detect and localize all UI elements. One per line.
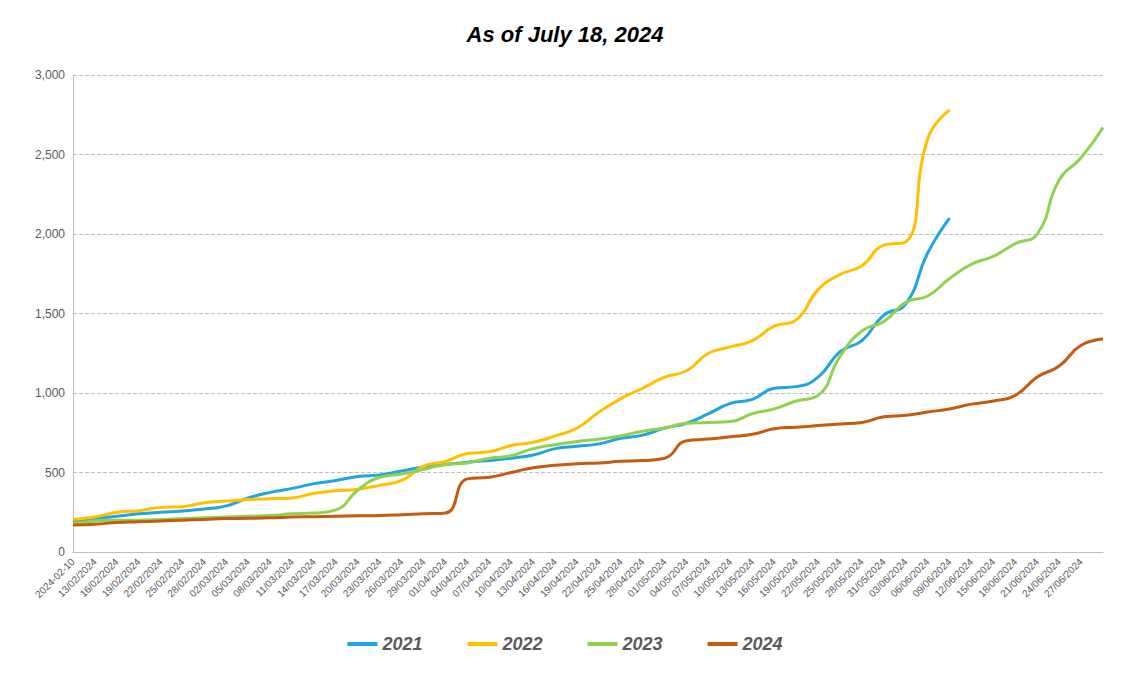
svg-text:08/03/2024: 08/03/2024 <box>231 556 275 600</box>
svg-text:19/04/2024: 19/04/2024 <box>537 556 581 600</box>
svg-text:12/06/2024: 12/06/2024 <box>932 556 976 600</box>
svg-text:01/04/2024: 01/04/2024 <box>406 556 450 600</box>
svg-text:2024: 2024 <box>742 634 783 654</box>
svg-text:02/03/2024: 02/03/2024 <box>187 556 231 600</box>
svg-text:2023: 2023 <box>622 634 663 654</box>
svg-text:09/06/2024: 09/06/2024 <box>910 556 954 600</box>
svg-text:2,500: 2,500 <box>35 148 65 162</box>
svg-text:31/05/2024: 31/05/2024 <box>844 556 888 600</box>
svg-text:04/05/2024: 04/05/2024 <box>647 556 691 600</box>
svg-text:25/05/2024: 25/05/2024 <box>800 556 844 600</box>
svg-text:13/02/2024: 13/02/2024 <box>55 556 99 600</box>
svg-text:13/05/2024: 13/05/2024 <box>713 556 757 600</box>
svg-text:06/06/2024: 06/06/2024 <box>888 556 932 600</box>
svg-text:2022: 2022 <box>501 634 542 654</box>
svg-text:0: 0 <box>58 545 65 559</box>
svg-text:22/04/2024: 22/04/2024 <box>559 556 603 600</box>
svg-text:3,000: 3,000 <box>35 68 65 82</box>
svg-text:2024-02-10: 2024-02-10 <box>33 556 77 600</box>
svg-text:05/03/2024: 05/03/2024 <box>209 556 253 600</box>
svg-text:As of July 18, 2024: As of July 18, 2024 <box>466 22 664 47</box>
svg-text:15/06/2024: 15/06/2024 <box>954 556 998 600</box>
svg-text:13/04/2024: 13/04/2024 <box>494 556 538 600</box>
svg-text:1,000: 1,000 <box>35 386 65 400</box>
svg-text:16/04/2024: 16/04/2024 <box>515 556 559 600</box>
svg-text:2021: 2021 <box>381 634 422 654</box>
svg-text:23/03/2024: 23/03/2024 <box>340 556 384 600</box>
svg-text:29/03/2024: 29/03/2024 <box>384 556 428 600</box>
svg-text:20/03/2024: 20/03/2024 <box>318 556 362 600</box>
svg-text:21/06/2024: 21/06/2024 <box>998 556 1042 600</box>
svg-text:25/02/2024: 25/02/2024 <box>143 556 187 600</box>
svg-text:500: 500 <box>45 466 65 480</box>
svg-text:22/02/2024: 22/02/2024 <box>121 556 165 600</box>
svg-text:19/02/2024: 19/02/2024 <box>99 556 143 600</box>
svg-text:18/06/2024: 18/06/2024 <box>976 556 1020 600</box>
svg-text:16/02/2024: 16/02/2024 <box>77 556 121 600</box>
svg-text:2,000: 2,000 <box>35 227 65 241</box>
svg-text:14/03/2024: 14/03/2024 <box>274 556 318 600</box>
svg-text:10/05/2024: 10/05/2024 <box>691 556 735 600</box>
svg-text:25/04/2024: 25/04/2024 <box>581 556 625 600</box>
svg-text:1,500: 1,500 <box>35 307 65 321</box>
svg-text:28/02/2024: 28/02/2024 <box>165 556 209 600</box>
svg-text:07/05/2024: 07/05/2024 <box>669 556 713 600</box>
svg-text:07/04/2024: 07/04/2024 <box>450 556 494 600</box>
svg-text:10/04/2024: 10/04/2024 <box>472 556 516 600</box>
svg-text:03/06/2024: 03/06/2024 <box>866 556 910 600</box>
svg-text:19/05/2024: 19/05/2024 <box>757 556 801 600</box>
svg-text:26/03/2024: 26/03/2024 <box>362 556 406 600</box>
svg-text:11/03/2024: 11/03/2024 <box>253 556 296 599</box>
svg-text:28/04/2024: 28/04/2024 <box>603 556 647 600</box>
svg-text:28/05/2024: 28/05/2024 <box>822 556 866 600</box>
svg-text:04/04/2024: 04/04/2024 <box>428 556 472 600</box>
svg-text:27/06/2024: 27/06/2024 <box>1042 556 1085 599</box>
svg-text:17/03/2024: 17/03/2024 <box>296 556 340 600</box>
svg-text:16/05/2024: 16/05/2024 <box>735 556 779 600</box>
svg-text:24/06/2024: 24/06/2024 <box>1019 556 1064 600</box>
svg-text:01/05/2024: 01/05/2024 <box>625 556 669 600</box>
svg-text:22/05/2024: 22/05/2024 <box>778 556 822 600</box>
